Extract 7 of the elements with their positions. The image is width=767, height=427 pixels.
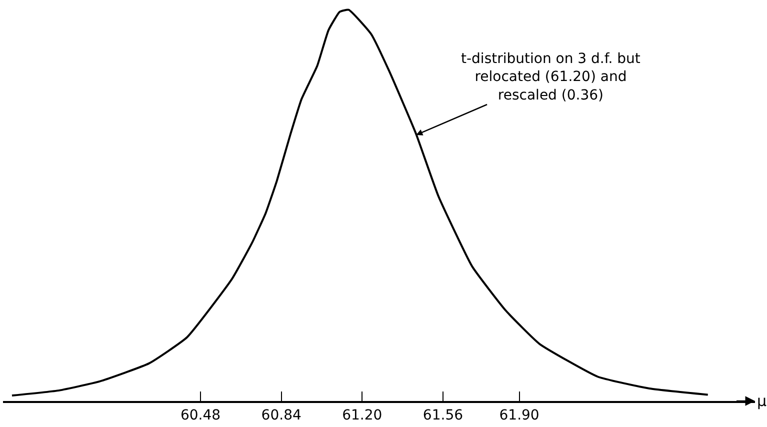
x-axis-title: μ — [757, 392, 767, 410]
x-tick-label: 61.56 — [422, 408, 464, 424]
annotation: t-distribution on 3 d.f. but relocated (61.20) and rescaled (0.36) — [461, 51, 641, 104]
x-tick-label: 61.20 — [342, 408, 382, 424]
x-tick-label: 60.84 — [261, 408, 302, 424]
x-tick-label: 60.48 — [180, 408, 221, 424]
x-tick-label: 61.90 — [499, 408, 540, 424]
